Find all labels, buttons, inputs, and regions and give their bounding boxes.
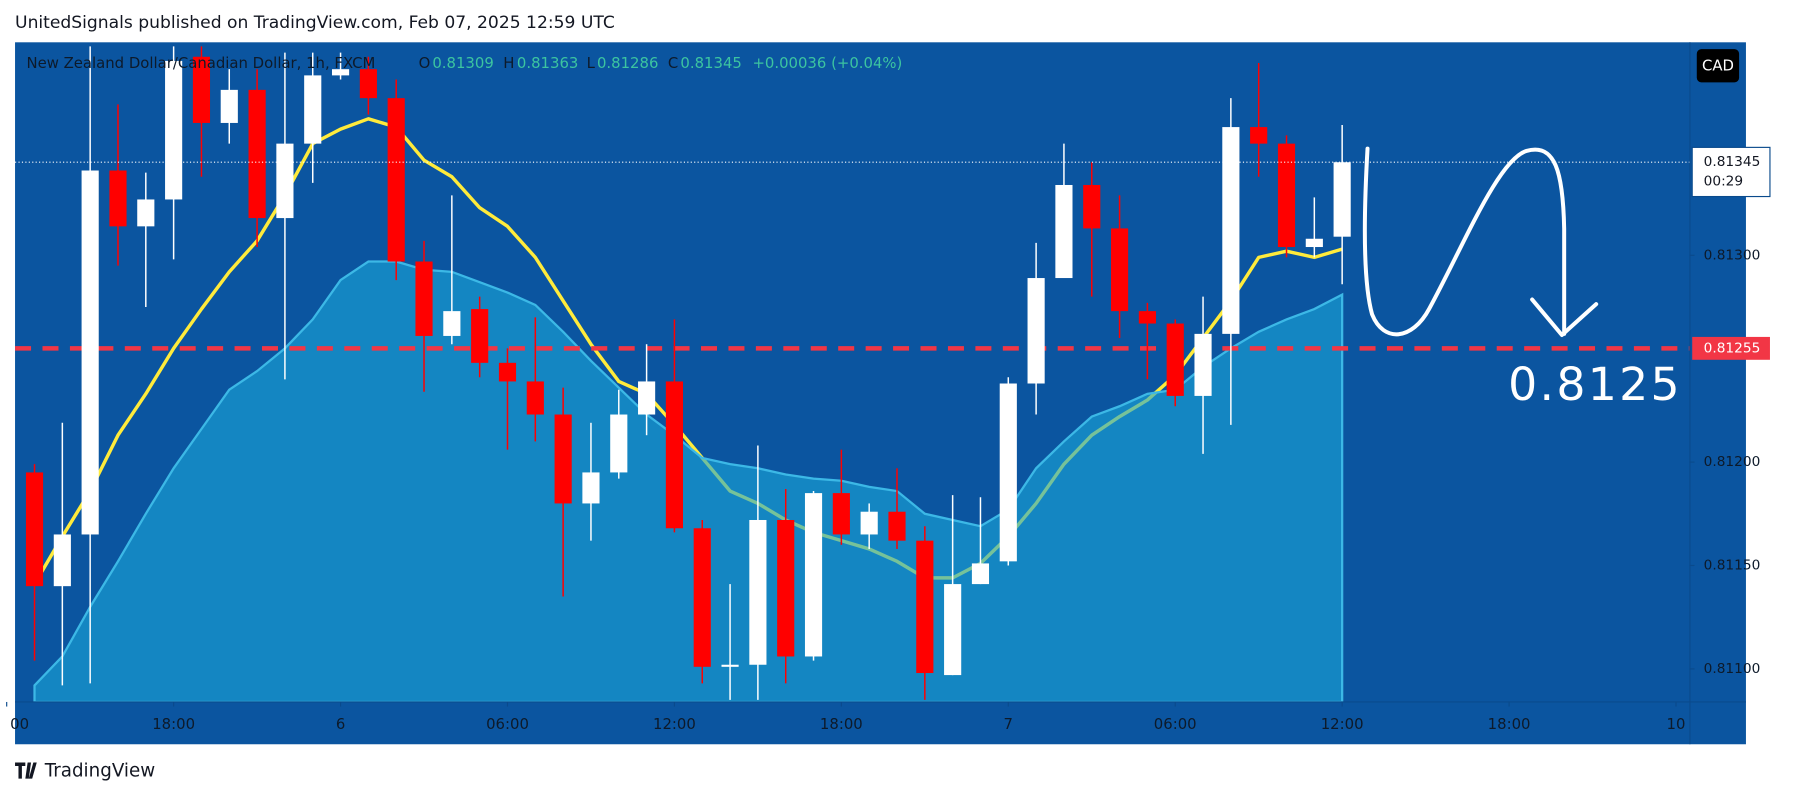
plot-area: [15, 46, 1690, 702]
candle-body: [331, 69, 350, 76]
ohlc-label: C: [668, 54, 678, 72]
candle-body: [53, 534, 71, 587]
candle-body: [971, 563, 990, 585]
ohlc-value: 0.81309: [432, 54, 493, 72]
candle-body: [359, 69, 377, 99]
x-tick-label: 7: [1004, 715, 1013, 733]
y-tick-label: 0.81150: [1704, 557, 1761, 573]
level-tag-label: 0.81255: [1704, 340, 1761, 356]
candle-body: [832, 493, 850, 535]
candle-body: [1055, 184, 1073, 279]
ohlc-label: H: [503, 54, 514, 72]
candle-body: [248, 89, 266, 219]
candle-body: [1222, 127, 1240, 334]
candle-body: [526, 381, 544, 415]
ohlc-value: 0.81363: [517, 54, 578, 72]
candle-body: [916, 540, 934, 674]
candle-body: [860, 511, 878, 535]
currency-button[interactable]: [1696, 49, 1740, 83]
y-tick-label: 0.81100: [1704, 661, 1761, 677]
candle-body: [1166, 323, 1184, 396]
candle-body: [721, 664, 739, 667]
candle-body: [777, 519, 795, 657]
candle-body: [1138, 311, 1156, 324]
currency-label[interactable]: CAD: [1702, 56, 1734, 74]
candle-body: [554, 414, 572, 504]
candle-body: [1027, 278, 1045, 384]
candle-body: [1083, 184, 1101, 229]
band-area: [33, 260, 1344, 702]
candle-body: [749, 519, 767, 665]
candle-body: [638, 381, 656, 415]
candle-body: [1277, 143, 1296, 248]
candle-body: [665, 381, 683, 529]
candle-body: [304, 75, 322, 144]
drawn-arrow: [1362, 146, 1567, 337]
candle-body: [1194, 333, 1212, 396]
last-price-tag: [1691, 146, 1771, 198]
x-tick-label: 18:00: [152, 715, 195, 733]
candle-body: [582, 472, 600, 504]
last-price-label: 0.81345: [1704, 154, 1761, 170]
ohlc-value: 0.81286: [597, 54, 658, 72]
candle-body: [498, 362, 517, 382]
target-annotation: 0.8125: [1508, 358, 1682, 411]
candle-body: [944, 584, 962, 676]
candle-body: [693, 528, 711, 667]
x-tick-label: 12:00: [1321, 715, 1364, 733]
symbol-title: New Zealand Dollar/Canadian Dollar, 1h, …: [26, 54, 375, 72]
level-tag: [1692, 336, 1770, 360]
candle-body: [999, 383, 1017, 562]
brand-name: TradingView: [44, 761, 156, 782]
x-tick-label: 06:00: [486, 715, 529, 733]
candle-body: [471, 309, 489, 363]
y-tick-label: 0.81200: [1704, 454, 1761, 470]
x-tick-label: 12:00: [653, 715, 696, 733]
candle-body: [276, 143, 294, 219]
x-tick-label: 06:00: [1154, 715, 1197, 733]
candle-body: [888, 511, 906, 541]
candle-body: [1333, 162, 1351, 237]
candle-body: [1305, 238, 1323, 248]
candle-body: [25, 472, 44, 587]
x-tick-label: 18:00: [1488, 715, 1531, 733]
ohlc-value: 0.81345: [680, 54, 741, 72]
candle-body: [387, 98, 405, 262]
x-tick-label: 00: [10, 715, 29, 733]
candle-body: [1250, 127, 1268, 144]
x-tick-label: 18:00: [820, 715, 863, 733]
y-tick-label: 0.81300: [1704, 247, 1761, 263]
candle-body: [109, 170, 127, 227]
candle-body: [610, 414, 628, 473]
axes: 0.81100 0.81150 0.81200 0.81300 00 18:00 6 06:0…: [6, 146, 1771, 733]
candle-body: [165, 60, 183, 200]
candle-body: [443, 311, 461, 336]
x-tick-label: 6: [336, 715, 345, 733]
x-tick-label: 10: [1667, 715, 1686, 733]
candle-body: [804, 493, 823, 657]
candle-body: [137, 199, 155, 227]
countdown-label: 00:29: [1704, 174, 1744, 190]
change-value: +0.00036 (+0.04%): [752, 54, 902, 72]
brand-logo: [15, 762, 37, 779]
publish-header: UnitedSignals published on TradingView.c…: [15, 13, 615, 33]
ohlc-label: L: [587, 54, 596, 72]
candle-body: [1111, 228, 1129, 312]
drawn-arrowhead: [1530, 297, 1599, 337]
candle-body: [81, 170, 99, 535]
candle-body: [220, 89, 238, 123]
candle-body: [192, 56, 211, 123]
candle-body: [415, 261, 433, 336]
ohlc-label: O: [419, 54, 431, 72]
